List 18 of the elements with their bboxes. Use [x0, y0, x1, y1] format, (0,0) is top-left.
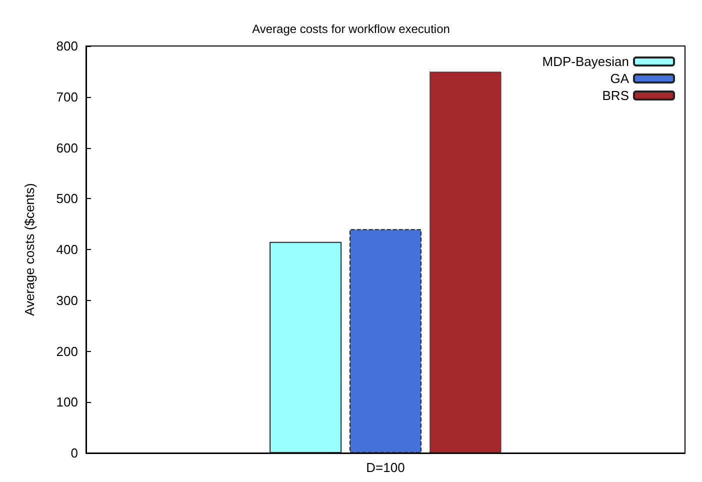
bar	[350, 229, 422, 453]
y-tick-label: 200	[56, 344, 78, 359]
chart-title: Average costs for workflow execution	[252, 22, 450, 36]
y-tick-label: 700	[56, 89, 78, 104]
bar	[270, 242, 342, 453]
legend-label: GA	[610, 71, 630, 86]
legend-label: BRS	[602, 88, 630, 103]
y-tick-label: 600	[56, 140, 78, 156]
legend-label: MDP-Bayesian	[542, 54, 629, 69]
y-axis-title: Average costs ($cents)	[22, 183, 37, 316]
y-tick-label: 800	[56, 38, 78, 54]
y-tick-label: 300	[56, 292, 78, 308]
x-tick-label: D=100	[366, 460, 405, 475]
y-tick-label: 100	[56, 394, 78, 410]
y-tick-label: 400	[56, 242, 78, 257]
bar	[429, 71, 502, 453]
y-tick-label: 0	[70, 446, 78, 460]
y-tick-label: 500	[56, 191, 78, 206]
